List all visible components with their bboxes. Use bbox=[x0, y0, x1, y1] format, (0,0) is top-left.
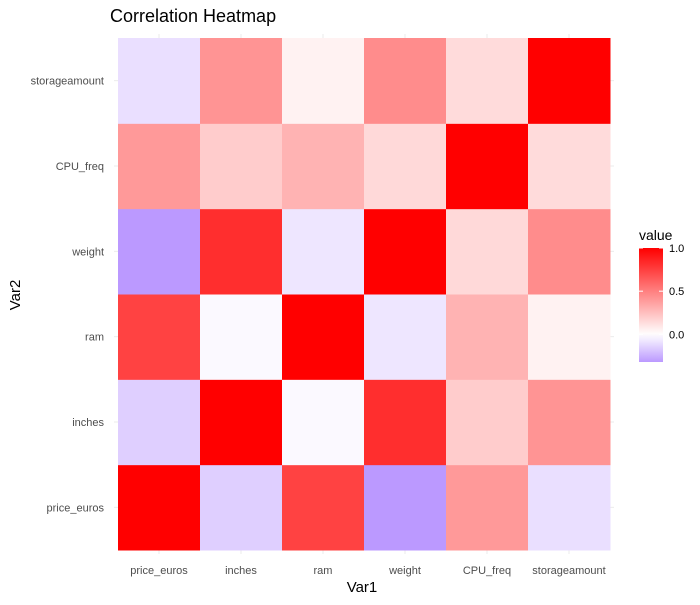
heatmap-cells bbox=[118, 38, 611, 551]
x-tick-label: weight bbox=[388, 565, 421, 577]
heatmap-cell-price_euros-inches bbox=[118, 379, 201, 466]
y-axis-title: Var2 bbox=[7, 280, 24, 311]
heatmap-cell-inches-storageamount bbox=[200, 38, 283, 124]
x-tick-label: storageamount bbox=[532, 565, 605, 577]
heatmap-cell-CPU_freq-weight bbox=[446, 208, 529, 295]
heatmap-cell-CPU_freq-inches bbox=[446, 379, 529, 466]
y-tick-label: price_euros bbox=[47, 502, 105, 514]
legend-tick-label: 0.5 bbox=[669, 286, 684, 298]
x-axis-title: Var1 bbox=[347, 579, 378, 596]
heatmap-cell-ram-ram bbox=[282, 294, 365, 380]
x-tick-label: inches bbox=[225, 565, 257, 577]
x-tick-label: CPU_freq bbox=[463, 565, 511, 577]
heatmap-cell-price_euros-weight bbox=[118, 208, 201, 295]
heatmap-cell-inches-CPU_freq bbox=[200, 123, 283, 210]
heatmap-cell-storageamount-ram bbox=[528, 294, 611, 380]
legend-tick-label: 1.0 bbox=[669, 243, 684, 255]
heatmap-cell-price_euros-ram bbox=[118, 294, 201, 380]
heatmap-cell-price_euros-CPU_freq bbox=[118, 123, 201, 210]
heatmap-cell-storageamount-storageamount bbox=[528, 38, 611, 124]
y-tick-label: inches bbox=[72, 417, 104, 429]
legend-title: value bbox=[639, 227, 673, 243]
x-tick-label: price_euros bbox=[130, 565, 188, 577]
legend-color-bar bbox=[639, 248, 663, 362]
x-tick-label: ram bbox=[314, 565, 333, 577]
heatmap-cell-inches-weight bbox=[200, 208, 283, 295]
heatmap-cell-price_euros-storageamount bbox=[118, 38, 201, 124]
y-tick-label: CPU_freq bbox=[56, 161, 104, 173]
heatmap-cell-CPU_freq-ram bbox=[446, 294, 529, 380]
heatmap-cell-storageamount-CPU_freq bbox=[528, 123, 611, 210]
heatmap-cell-CPU_freq-CPU_freq bbox=[446, 123, 529, 210]
heatmap-cell-weight-ram bbox=[364, 294, 447, 380]
heatmap-cell-price_euros-price_euros bbox=[118, 464, 201, 551]
legend-tick-label: 0.0 bbox=[669, 329, 684, 341]
heatmap-cell-ram-inches bbox=[282, 379, 365, 466]
heatmap-cell-weight-storageamount bbox=[364, 38, 447, 124]
heatmap-cell-inches-inches bbox=[200, 379, 283, 466]
legend: value 1.0 0.5 0.0 bbox=[639, 227, 684, 362]
heatmap-cell-storageamount-price_euros bbox=[528, 464, 611, 551]
heatmap-cell-ram-CPU_freq bbox=[282, 123, 365, 210]
heatmap-cell-storageamount-inches bbox=[528, 379, 611, 466]
y-tick-label: ram bbox=[85, 332, 104, 344]
legend-ticks: 1.0 0.5 0.0 bbox=[639, 243, 684, 341]
y-tick-label: weight bbox=[71, 246, 104, 258]
heatmap-cell-inches-price_euros bbox=[200, 464, 283, 551]
heatmap-cell-weight-CPU_freq bbox=[364, 123, 447, 210]
heatmap-cell-ram-storageamount bbox=[282, 38, 365, 124]
x-axis-ticks: price_euros inches ram weight CPU_freq storag… bbox=[130, 565, 605, 577]
y-axis-ticks: price_euros inches ram weight CPU_freq storag… bbox=[31, 76, 105, 515]
heatmap-cell-inches-ram bbox=[200, 294, 283, 380]
heatmap-cell-storageamount-weight bbox=[528, 208, 611, 295]
y-tick-label: storageamount bbox=[31, 76, 104, 88]
heatmap-cell-CPU_freq-storageamount bbox=[446, 38, 529, 124]
heatmap-cell-weight-inches bbox=[364, 379, 447, 466]
heatmap-cell-weight-price_euros bbox=[364, 464, 447, 551]
heatmap-cell-ram-weight bbox=[282, 208, 365, 295]
heatmap-cell-ram-price_euros bbox=[282, 464, 365, 551]
chart-title: Correlation Heatmap bbox=[110, 6, 276, 26]
heatmap-cell-CPU_freq-price_euros bbox=[446, 464, 529, 551]
heatmap-cell-weight-weight bbox=[364, 208, 447, 295]
